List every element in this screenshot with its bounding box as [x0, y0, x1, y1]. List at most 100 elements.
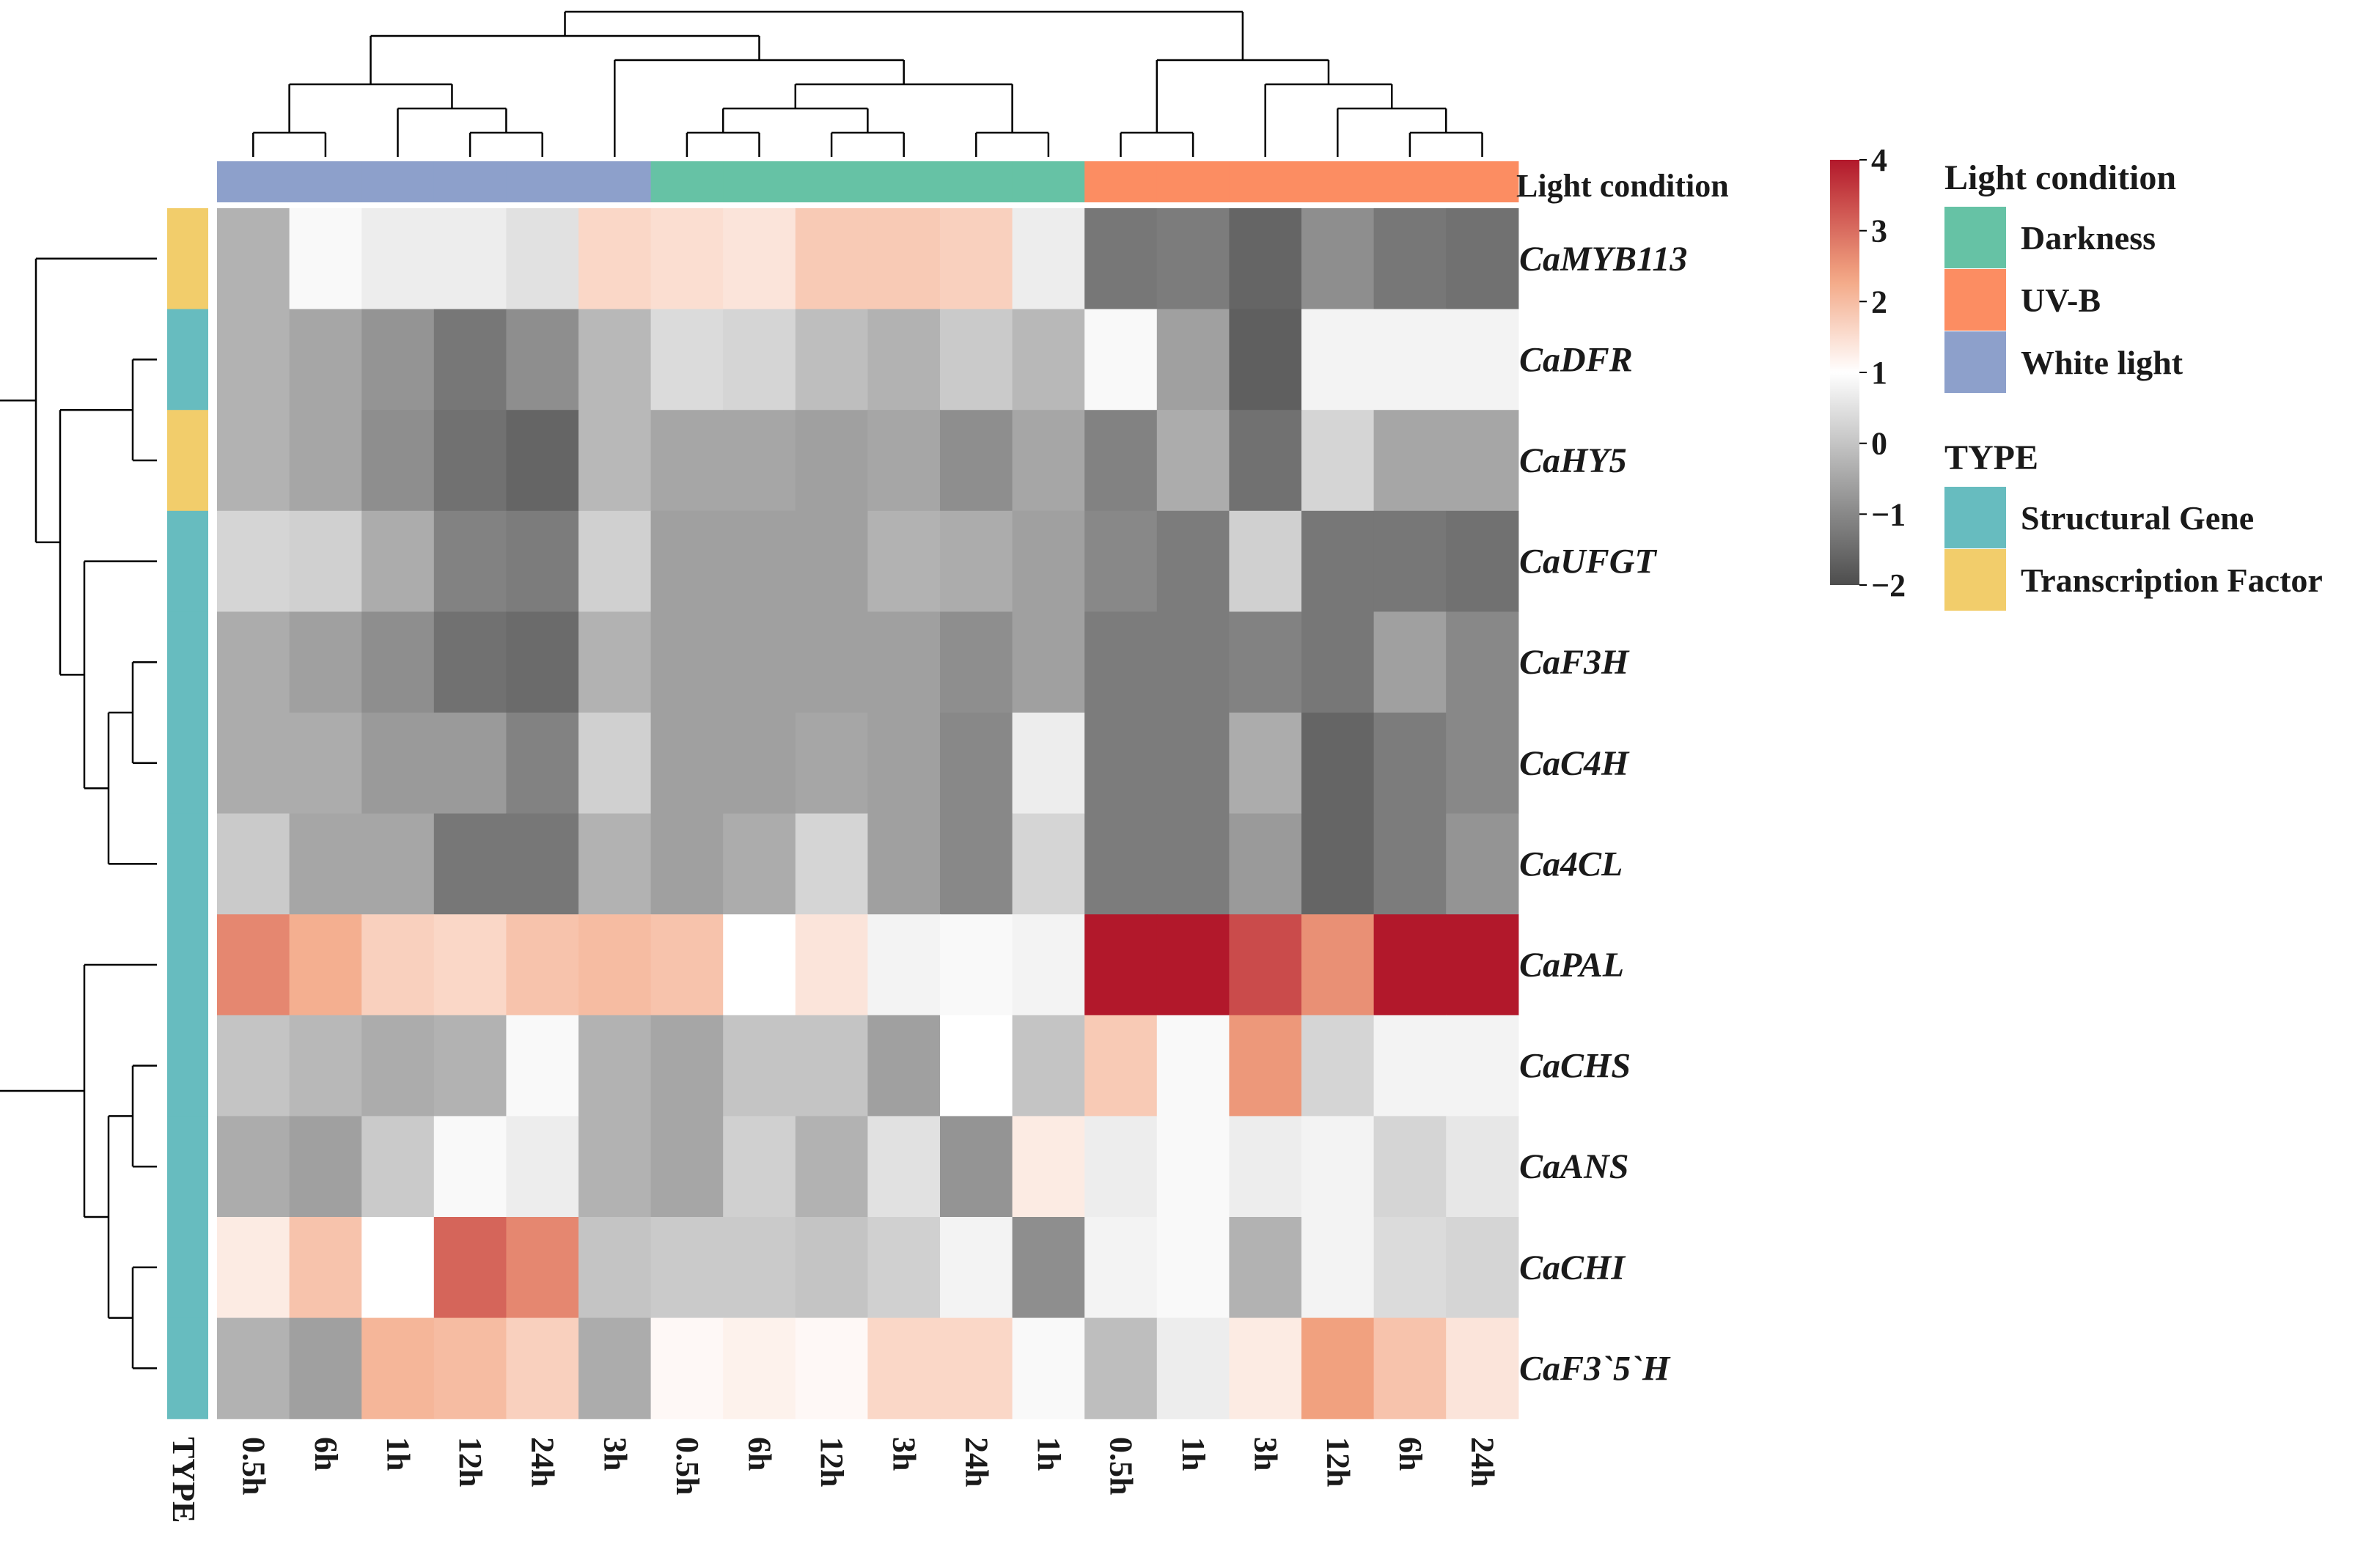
light-bar-darkness-8: [723, 161, 796, 202]
light-bar-white-light-1: [217, 161, 290, 202]
cell-caf3-5-h-18: [1446, 1317, 1519, 1419]
type-legend-swatch-structural-gene: [1944, 487, 2006, 548]
cell-camyb113-9: [795, 208, 868, 310]
cell-cachi-13: [1084, 1217, 1158, 1319]
cell-camyb113-12: [1012, 208, 1085, 310]
dendrogram-branch-4: [83, 560, 157, 790]
legend-type-title: TYPE: [1944, 438, 2038, 477]
cell-ca4cl-14: [1156, 813, 1230, 915]
cell-cadfr-8: [723, 309, 796, 411]
cell-caf3-5-h-5: [506, 1317, 579, 1419]
cell-cachs-1: [217, 1015, 290, 1117]
cell-caf3h-9: [795, 611, 868, 713]
colorbar-tick-label: 0: [1871, 426, 1887, 462]
type-legend-label-structural-gene: Structural Gene: [2021, 499, 2254, 537]
light-legend-label-uv-b: UV-B: [2021, 282, 2101, 319]
cell-cac4h-3: [361, 713, 435, 814]
cell-cachs-16: [1301, 1015, 1375, 1117]
cell-capal-9: [795, 914, 868, 1016]
cell-cachi-6: [579, 1217, 652, 1319]
gene-label-caf3h: CaF3H: [1519, 643, 1630, 682]
colorbar: 4 3 2 1 0 −1 −2: [1830, 142, 1906, 603]
legend-light-title: Light condition: [1944, 158, 2176, 197]
cell-caf3h-2: [289, 611, 362, 713]
cell-ca4cl-15: [1229, 813, 1302, 915]
cell-cadfr-18: [1446, 309, 1519, 411]
cell-cachi-17: [1373, 1217, 1447, 1319]
dendrogram-branch-5: [59, 408, 133, 676]
cell-camyb113-1: [217, 208, 290, 310]
type-bar-transcription-factor-3: [167, 410, 208, 512]
cell-caufgt-13: [1084, 510, 1158, 612]
cell-capal-12: [1012, 914, 1085, 1016]
cell-cadfr-3: [361, 309, 435, 411]
cell-caf3-5-h-12: [1012, 1317, 1085, 1419]
cell-cahy5-14: [1156, 410, 1230, 512]
cell-camyb113-16: [1301, 208, 1375, 310]
light-legend-swatch-uv-b: [1944, 269, 2006, 331]
cell-caans-4: [433, 1116, 507, 1218]
cell-cadfr-15: [1229, 309, 1302, 411]
type-bar-structural-gene-10: [167, 1116, 208, 1218]
colorbar-tick-label: 3: [1871, 213, 1887, 249]
cell-cachi-11: [940, 1217, 1013, 1319]
cell-camyb113-11: [940, 208, 1013, 310]
light-bar-uv-b-14: [1156, 161, 1230, 202]
dendrogram-branch-9: [131, 1266, 157, 1369]
cell-ca4cl-13: [1084, 813, 1158, 915]
cell-caf3h-17: [1373, 611, 1447, 713]
time-label-1: 0.5h: [235, 1437, 271, 1495]
cell-cachs-3: [361, 1015, 435, 1117]
cell-caf3-5-h-11: [940, 1317, 1013, 1419]
cell-ca4cl-9: [795, 813, 868, 915]
cell-caf3h-5: [506, 611, 579, 713]
colorbar-tick-label: 4: [1871, 142, 1887, 178]
cell-caf3h-8: [723, 611, 796, 713]
cell-cachi-1: [217, 1217, 290, 1319]
cell-caf3-5-h-8: [723, 1317, 796, 1419]
cell-cachi-18: [1446, 1217, 1519, 1319]
cell-caufgt-12: [1012, 510, 1085, 612]
cell-cac4h-5: [506, 713, 579, 814]
cell-cachs-15: [1229, 1015, 1302, 1117]
cell-cachi-4: [433, 1217, 507, 1319]
type-annotation-bar: [167, 208, 208, 1419]
cell-caf3-5-h-14: [1156, 1317, 1230, 1419]
cell-caf3-5-h-9: [795, 1317, 868, 1419]
cell-cachs-4: [433, 1015, 507, 1117]
cell-cadfr-4: [433, 309, 507, 411]
cell-cahy5-17: [1373, 410, 1447, 512]
type-bar-structural-gene-11: [167, 1217, 208, 1319]
cell-caans-8: [723, 1116, 796, 1218]
cell-caf3h-16: [1301, 611, 1375, 713]
cell-cachi-8: [723, 1217, 796, 1319]
cell-caf3h-6: [579, 611, 652, 713]
cell-cac4h-11: [940, 713, 1013, 814]
cell-caf3h-15: [1229, 611, 1302, 713]
cell-cahy5-15: [1229, 410, 1302, 512]
cell-caufgt-3: [361, 510, 435, 612]
cell-cadfr-12: [1012, 309, 1085, 411]
cell-camyb113-10: [867, 208, 941, 310]
light-bar-uv-b-13: [1084, 161, 1158, 202]
time-label-3: 1h: [381, 1437, 416, 1471]
cell-caf3h-14: [1156, 611, 1230, 713]
cell-caufgt-17: [1373, 510, 1447, 612]
cell-caf3h-11: [940, 611, 1013, 713]
time-label-5: 24h: [525, 1437, 561, 1487]
cell-cahy5-3: [361, 410, 435, 512]
cell-camyb113-4: [433, 208, 507, 310]
light-bar-uv-b-16: [1301, 161, 1375, 202]
cell-caf3-5-h-15: [1229, 1317, 1302, 1419]
cell-ca4cl-5: [506, 813, 579, 915]
gene-label-caf3-5-h: CaF3`5`H: [1519, 1349, 1671, 1388]
light-bar-darkness-10: [867, 161, 941, 202]
cell-cachi-9: [795, 1217, 868, 1319]
cell-camyb113-13: [1084, 208, 1158, 310]
cell-cac4h-16: [1301, 713, 1375, 814]
dendrogram-branch-6: [34, 257, 157, 544]
cell-caans-18: [1446, 1116, 1519, 1218]
type-bar-transcription-factor-1: [167, 208, 208, 310]
cell-capal-7: [650, 914, 724, 1016]
